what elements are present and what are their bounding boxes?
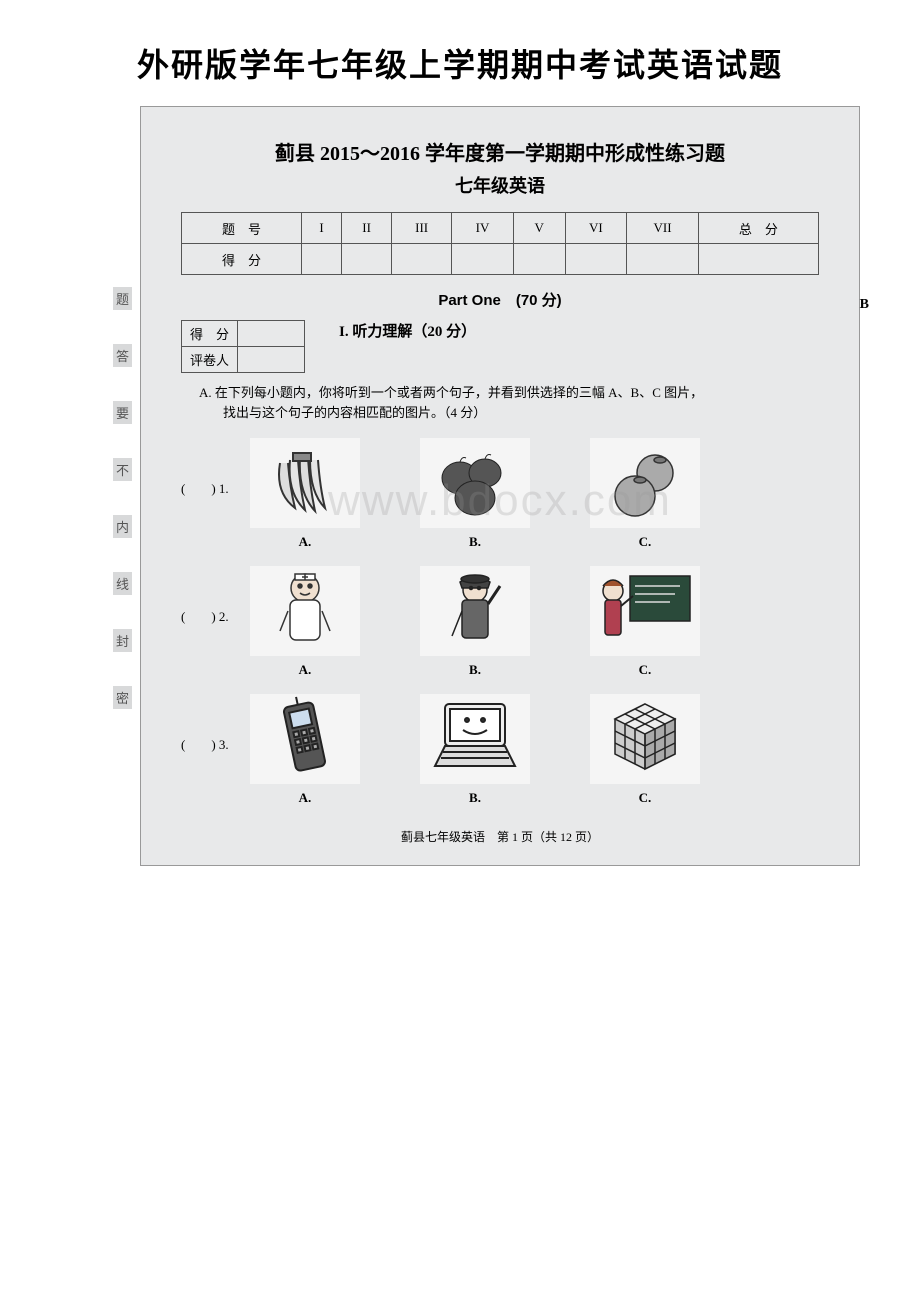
margin-tag: 内 xyxy=(113,515,132,538)
exam-paper-photo: 题 答 要 不 内 线 封 密 蓟县 2015～2016 学年度第一学期期中形成… xyxy=(140,106,860,866)
option-label: A. xyxy=(299,790,312,806)
paper-subheader: 七年级英语 xyxy=(181,172,819,198)
option-label: B. xyxy=(469,790,481,806)
score-cell: V xyxy=(513,213,565,244)
instruction-text: 找出与这个句子的内容相匹配的图片。（4 分） xyxy=(223,405,486,420)
score-cell: VII xyxy=(627,213,699,244)
mini-cell xyxy=(238,347,305,373)
score-cell: I xyxy=(302,213,342,244)
score-cell: 得 分 xyxy=(182,244,302,275)
option-label: C. xyxy=(639,790,652,806)
option: C. xyxy=(585,694,705,806)
option-label: B. xyxy=(469,534,481,550)
grader-box: 得 分 评卷人 xyxy=(181,320,305,373)
option-label: A. xyxy=(299,662,312,678)
score-cell: 总 分 xyxy=(698,213,818,244)
score-cell: II xyxy=(342,213,392,244)
margin-tag: 题 xyxy=(113,287,132,310)
question-row: ( ) 2. A. B. C. xyxy=(181,566,819,678)
option: C. xyxy=(585,566,705,678)
question-number: ( ) 3. xyxy=(181,734,241,753)
option-label: A. xyxy=(299,534,312,550)
score-cell: IV xyxy=(452,213,514,244)
margin-tag: 不 xyxy=(113,458,132,481)
instruction-a: A. 在下列每小题内，你将听到一个或者两个句子，并看到供选择的三幅 A、B、C … xyxy=(199,383,819,422)
score-cell xyxy=(342,244,392,275)
mini-cell xyxy=(238,321,305,347)
question-row: ( ) 3. A. B. C. xyxy=(181,694,819,806)
margin-tag: 答 xyxy=(113,344,132,367)
score-cell xyxy=(302,244,342,275)
option: B. xyxy=(415,694,535,806)
phone-icon xyxy=(250,694,360,784)
binding-margin-tags: 题 答 要 不 内 线 封 密 xyxy=(113,287,132,709)
mini-cell: 得 分 xyxy=(182,321,238,347)
question-number: ( ) 2. xyxy=(181,606,241,625)
mini-cell: 评卷人 xyxy=(182,347,238,373)
police-icon xyxy=(420,566,530,656)
score-cell xyxy=(452,244,514,275)
margin-tag: 要 xyxy=(113,401,132,424)
page-title: 外研版学年七年级上学期期中考试英语试题 xyxy=(20,40,900,86)
question-number: ( ) 1. xyxy=(181,478,241,497)
score-cell xyxy=(565,244,627,275)
part-one-label: Part One (70 分) xyxy=(181,289,819,310)
page-footer: 蓟县七年级英语 第 1 页（共 12 页） xyxy=(181,828,819,845)
section-i-title: I. 听力理解（20 分） xyxy=(339,320,476,341)
option: B. xyxy=(415,438,535,550)
option-label: C. xyxy=(639,534,652,550)
bananas-icon xyxy=(250,438,360,528)
option: C. xyxy=(585,438,705,550)
option: A. xyxy=(245,694,365,806)
option-label: B. xyxy=(469,662,481,678)
score-cell: III xyxy=(392,213,452,244)
laptop-icon xyxy=(420,694,530,784)
edge-cutoff-text: B xyxy=(860,297,869,313)
margin-tag: 线 xyxy=(113,572,132,595)
option: B. xyxy=(415,566,535,678)
score-cell: VI xyxy=(565,213,627,244)
apples-icon xyxy=(420,438,530,528)
option: A. xyxy=(245,438,365,550)
score-cell xyxy=(698,244,818,275)
oranges-icon xyxy=(590,438,700,528)
score-table: 题 号 I II III IV V VI VII 总 分 得 分 xyxy=(181,212,819,275)
question-row: ( ) 1. A. B. C. xyxy=(181,438,819,550)
margin-tag: 密 xyxy=(113,686,132,709)
option: A. xyxy=(245,566,365,678)
doctor-icon xyxy=(250,566,360,656)
option-label: C. xyxy=(639,662,652,678)
paper-header: 蓟县 2015～2016 学年度第一学期期中形成性练习题 xyxy=(181,137,819,166)
score-cell: 题 号 xyxy=(182,213,302,244)
score-cell xyxy=(513,244,565,275)
instruction-text: A. 在下列每小题内，你将听到一个或者两个句子，并看到供选择的三幅 A、B、C … xyxy=(199,385,703,400)
score-cell xyxy=(627,244,699,275)
margin-tag: 封 xyxy=(113,629,132,652)
score-cell xyxy=(392,244,452,275)
teacher-icon xyxy=(590,566,700,656)
rubiks-cube-icon xyxy=(590,694,700,784)
